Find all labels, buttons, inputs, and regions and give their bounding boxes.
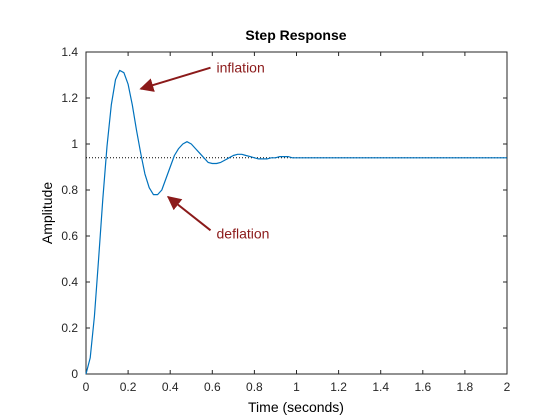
step-response-line (85, 69, 507, 375)
axis-ticks: 0 0.2 0.4 0.6 0.8 1 1.2 1.4 1.6 1.8 2 0 0.2 0.4 0.6 0.8… (61, 45, 510, 394)
y-tick-label: 0.8 (61, 183, 78, 197)
plot-area (85, 51, 508, 375)
y-tick-label: 0 (71, 367, 78, 381)
x-tick-label: 0.4 (162, 380, 179, 394)
y-tick-label: 1.2 (61, 91, 78, 105)
x-tick-label: 1.6 (414, 380, 431, 394)
x-tick-label: 1.2 (330, 380, 347, 394)
x-tick-label: 1.4 (372, 380, 389, 394)
x-tick-label: 0.6 (204, 380, 221, 394)
annotation-arrow (166, 196, 212, 232)
y-tick-label: 1 (71, 137, 78, 151)
y-tick-label: 0.4 (61, 275, 78, 289)
annotation-label: deflation (217, 225, 270, 241)
chart-marks: inflation deflation (85, 60, 507, 375)
y-tick-label: 0.6 (61, 229, 78, 243)
x-axis-label: Time (seconds) (248, 399, 344, 415)
y-axis-label: Amplitude (39, 182, 55, 244)
x-tick-label: 0.8 (246, 380, 263, 394)
y-tick-label: 0.2 (61, 321, 78, 335)
x-tick-label: 0 (83, 380, 90, 394)
x-tick-label: 0.2 (120, 380, 137, 394)
annotation-arrow (139, 66, 211, 92)
chart-title: Step Response (245, 27, 346, 43)
x-tick-label: 1.8 (457, 380, 474, 394)
x-tick-label: 1 (293, 380, 300, 394)
x-tick-label: 2 (504, 380, 511, 394)
annotation-label: inflation (217, 60, 265, 76)
y-tick-label: 1.4 (61, 45, 78, 59)
